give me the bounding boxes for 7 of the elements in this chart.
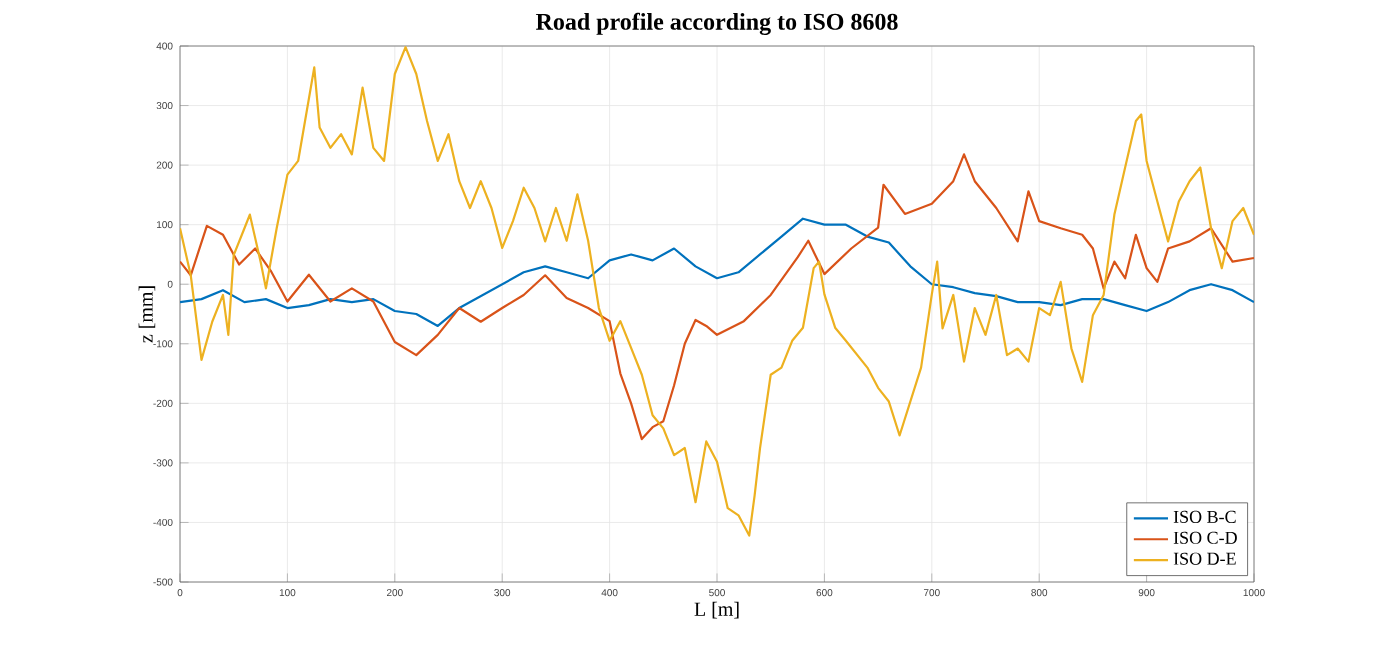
- legend-label: ISO C-D: [1173, 531, 1237, 544]
- chart-title: Road profile according to ISO 8608: [535, 12, 898, 35]
- line-series: [180, 153, 1255, 441]
- legend-label: ISO D-E: [1173, 552, 1236, 565]
- y-axis-title: z [mm]: [138, 286, 156, 343]
- legend-label: ISO B-C: [1173, 510, 1236, 523]
- x-axis-title: L [m]: [694, 601, 739, 619]
